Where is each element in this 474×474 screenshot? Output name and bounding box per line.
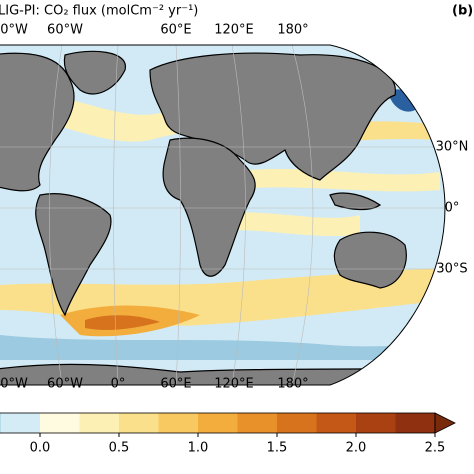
graticule [0,45,445,385]
colorbar-tick-label: 0.5 [109,441,130,456]
colorbar-tick-label: 2.0 [346,441,367,456]
lat-label: 0° [445,201,460,216]
lon-label: 0°W [0,23,28,38]
australia [333,231,407,289]
colorbar-tick-label: 1.0 [188,441,209,456]
lon-label: 60°E [160,23,191,38]
greenland [63,50,126,95]
flux-band [0,335,445,360]
eurasia [149,52,396,181]
lon-label: 60°W [47,377,83,392]
south-america [35,193,112,317]
panel-label: (b) [452,4,473,19]
colorbar: 0.0 0.5 1.0 1.5 2.0 2.5 [0,412,456,456]
colorbar-bin [0,413,1,433]
colorbar-bin [356,413,396,433]
flux-band [250,168,440,192]
lon-label: 120°E [214,377,254,392]
flux-band [85,315,160,330]
lon-label: 180° [277,23,308,38]
colorbar-bin [40,413,80,433]
colorbar-bin [198,413,238,433]
colorbar-bin [395,413,435,433]
colorbar-bin [277,413,317,433]
colorbar-bin [158,413,198,433]
colorbar-bin [79,413,119,433]
colorbar-bin [0,413,40,433]
indonesia [329,192,382,211]
lon-label: 180° [277,377,308,392]
colorbar-bin [119,413,159,433]
africa [162,137,256,277]
colorbar-bin [237,413,277,433]
lon-label: 60°E [160,377,191,392]
lon-label: 0°W [0,377,28,392]
top-lon-labels: 0°W 60°W 60°E 120°E 180° [0,23,308,38]
lat-label: 30°N [436,140,469,155]
title: LIG-PI: CO₂ flux (molCm⁻² yr⁻¹) [0,4,198,19]
lon-label: 0° [111,377,126,392]
colorbar-tick-label: 0.0 [30,441,51,456]
colorbar-tick-label: 1.5 [267,441,288,456]
lat-label: 30°S [436,262,467,277]
lat-labels: 30°N 0° 30°S [436,140,469,277]
map-panel [0,45,445,385]
map-border [0,44,446,386]
lon-label: 120°E [214,23,254,38]
north-america [0,52,75,192]
lon-label: 60°W [47,23,83,38]
colorbar-extend [434,412,456,434]
colorbar-tick-label: 2.5 [425,441,446,456]
colorbar-bin [316,413,356,433]
graticule-lines [0,45,445,385]
bottom-lon-labels: 0°W 60°W 0° 60°E 120°E 180° [0,377,308,392]
